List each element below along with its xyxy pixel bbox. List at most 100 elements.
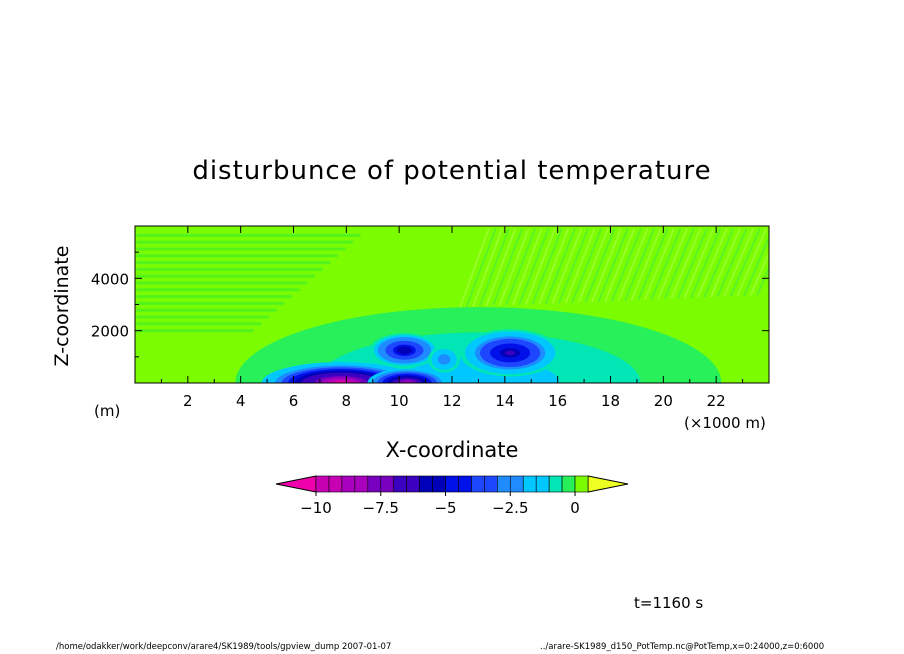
wave-line: [663, 228, 695, 300]
colorbar-extend-high: [587, 475, 629, 493]
wave-pattern-right: [458, 228, 769, 308]
cold-pool-east: [367, 368, 447, 383]
x-tick-label: 14: [495, 392, 514, 410]
wave-line: [478, 228, 510, 307]
x-axis-label: X-coordinate: [0, 438, 904, 462]
wave-stripe: [136, 301, 285, 305]
x-tick-label: 12: [442, 392, 461, 410]
colorbar-cell: [535, 475, 550, 493]
wave-line: [505, 228, 537, 306]
x-tick-label: 2: [183, 392, 193, 410]
wave-line: [458, 228, 490, 308]
colorbar-cell: [341, 475, 356, 493]
wave-line: [518, 228, 550, 306]
wave-line: [696, 228, 728, 299]
colorbar-tick-label: −5: [434, 499, 456, 517]
colorbar-cell: [393, 475, 407, 493]
time-annotation: t=1160 s: [634, 594, 704, 612]
colorbar-tick-label: −10: [300, 499, 332, 517]
wave-line: [591, 228, 622, 303]
colorbar-cell: [548, 475, 563, 493]
cold-vortex-1-level: [400, 348, 409, 353]
wave-line: [683, 228, 715, 299]
wave-line: [723, 228, 755, 298]
wave-line: [465, 228, 497, 308]
colorbar-tick-label: −2.5: [492, 499, 528, 517]
colorbar-cell: [561, 475, 576, 493]
x-tick-label: 16: [548, 392, 567, 410]
wave-line: [485, 228, 517, 307]
wave-line: [531, 228, 563, 305]
colorbar-cell: [509, 475, 524, 493]
wave-line: [630, 228, 662, 301]
wave-line: [577, 228, 609, 303]
wave-line: [472, 228, 504, 307]
cold-vortex-2-level: [505, 350, 516, 356]
wave-line: [558, 228, 589, 304]
wave-line: [657, 228, 689, 300]
wave-line: [564, 228, 596, 304]
colorbar-cell: [445, 475, 459, 493]
plot-area: [135, 226, 769, 383]
wave-line: [597, 228, 629, 302]
wave-line: [551, 228, 583, 304]
wave-stripe: [136, 274, 316, 278]
wave-stripe: [136, 329, 255, 333]
wave-stripes-left: [136, 233, 361, 333]
wave-line: [742, 235, 769, 297]
wave-line: [617, 228, 649, 302]
cold-vortex-1: [370, 333, 439, 368]
colorbar-cell: [484, 475, 498, 493]
wave-line: [709, 228, 741, 298]
colorbar-cell: [406, 475, 420, 493]
wave-line: [637, 228, 669, 301]
y-tick-label: 2000: [91, 323, 129, 341]
wave-stripe: [136, 295, 293, 299]
colorbar-cell: [380, 475, 395, 493]
colorbar-cell: [419, 475, 433, 493]
colorbar-cell: [432, 475, 446, 493]
wave-stripe: [136, 247, 346, 251]
wave-line: [525, 228, 556, 305]
footer-left: /home/odakker/work/deepconv/arare4/SK198…: [56, 642, 392, 652]
cold-lobe: [428, 346, 460, 373]
colorbar-extend-low: [275, 475, 317, 493]
wave-stripe: [136, 322, 262, 326]
cold-vortex-2: [459, 329, 561, 377]
wave-line: [676, 228, 708, 299]
y-tick-label: 4000: [91, 270, 129, 288]
x-tick-label: 6: [289, 392, 299, 410]
colorbar-tick-label: −7.5: [363, 499, 399, 517]
wave-stripe: [136, 261, 331, 265]
wave-line: [571, 228, 603, 304]
wave-line: [650, 228, 682, 300]
wave-line: [736, 228, 768, 297]
wave-stripe: [136, 267, 323, 271]
wave-line: [511, 228, 543, 306]
colorbar-cell: [315, 475, 330, 493]
colorbar-cell: [328, 475, 343, 493]
wave-line: [584, 228, 616, 303]
x-tick-label: 10: [390, 392, 409, 410]
wave-line: [716, 228, 748, 298]
x-tick-label: 20: [654, 392, 673, 410]
wave-line: [538, 228, 570, 305]
wave-stripe: [136, 240, 354, 244]
colorbar-cell: [574, 475, 589, 493]
wave-stripe: [136, 233, 361, 237]
colorbar-cell: [354, 475, 369, 493]
wave-line: [492, 228, 523, 307]
colorbar: −10 −7.5 −5 −2.5 0: [275, 475, 629, 517]
wave-line: [498, 228, 530, 306]
colorbar-cell: [458, 475, 472, 493]
cold-lobe-level: [440, 356, 448, 363]
wave-line: [749, 250, 769, 297]
wave-stripe: [136, 308, 277, 312]
wave-line: [670, 228, 702, 300]
y-axis-unit: (m): [94, 402, 121, 420]
wave-line: [604, 228, 636, 302]
colorbar-cell: [471, 475, 485, 493]
wave-line: [690, 228, 722, 299]
wave-line: [643, 228, 675, 301]
